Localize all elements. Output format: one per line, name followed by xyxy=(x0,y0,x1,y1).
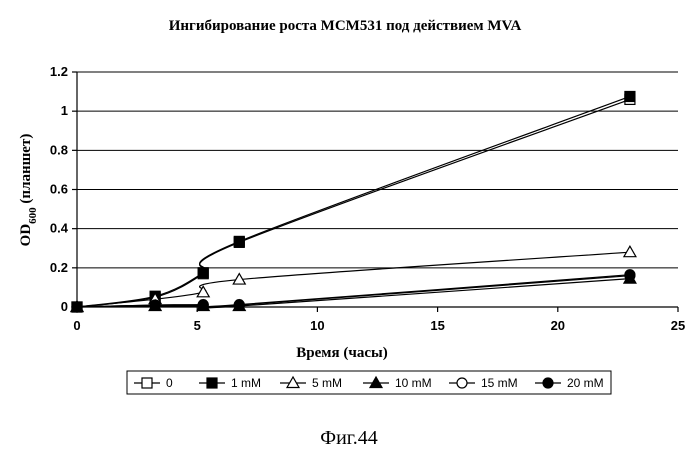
legend-marker-3 xyxy=(368,375,384,389)
point-s1-4 xyxy=(624,90,636,103)
legend: 0 1 mM 5 mM 10 mM 15 mM 20 mM xyxy=(134,375,604,390)
x-tick-label-5: 25 xyxy=(671,318,685,333)
legend-label-5: 20 mM xyxy=(567,376,604,390)
series-lines xyxy=(76,95,631,309)
legend-label-1: 1 mM xyxy=(231,376,261,390)
legend-label-3: 10 mM xyxy=(395,376,432,390)
y-axis-label-subscript: 600 xyxy=(27,207,39,224)
series-line-0 xyxy=(76,98,631,308)
legend-marker-5 xyxy=(542,377,554,389)
x-tick-label-1: 5 xyxy=(194,318,201,333)
point-s2-3 xyxy=(232,272,247,285)
y-tick-labels: 0 0.2 0.4 0.6 0.8 1 1.2 xyxy=(50,64,77,314)
gridlines xyxy=(77,71,678,269)
y-tick-label-6: 1.2 xyxy=(50,64,68,79)
x-tick-labels: 0 5 10 15 20 25 xyxy=(73,307,685,333)
legend-label-4: 15 mM xyxy=(481,376,518,390)
legend-label-0: 0 xyxy=(166,376,173,390)
figure-caption: Фиг.44 xyxy=(320,427,377,449)
x-tick-label-3: 15 xyxy=(430,318,444,333)
y-tick-label-5: 1 xyxy=(61,103,68,118)
data-points xyxy=(69,90,637,313)
point-s5-4 xyxy=(624,269,636,281)
legend-marker-2 xyxy=(285,375,301,389)
y-axis-label: OD600 (планшет) xyxy=(18,134,39,247)
point-s1-3 xyxy=(233,235,245,247)
y-tick-label-1: 0.2 xyxy=(50,260,68,275)
y-tick-label-3: 0.6 xyxy=(50,182,68,197)
legend-marker-4 xyxy=(456,377,468,389)
point-s2-2 xyxy=(196,285,211,298)
x-tick-label-0: 0 xyxy=(73,318,80,333)
legend-box xyxy=(126,370,612,395)
point-s5-1 xyxy=(149,299,161,311)
legend-marker-1 xyxy=(206,377,218,389)
x-tick-label-4: 20 xyxy=(551,318,565,333)
point-s5-2 xyxy=(197,299,209,311)
y-tick-label-0: 0 xyxy=(61,299,68,314)
series-line-1 xyxy=(76,95,631,308)
point-s1-2 xyxy=(197,267,209,279)
point-s2-4 xyxy=(622,244,637,258)
point-s5-3 xyxy=(233,299,245,311)
x-tick-label-2: 10 xyxy=(310,318,324,333)
legend-label-2: 5 mM xyxy=(312,376,342,390)
x-axis-label: Время (часы) xyxy=(296,345,387,361)
chart-title: Ингибирование роста MCM531 под действием… xyxy=(169,18,522,34)
legend-marker-0 xyxy=(141,377,153,389)
y-tick-label-4: 0.8 xyxy=(50,142,68,157)
y-axis-label-main: OD xyxy=(18,224,34,247)
y-axis-label-rest: (планшет) xyxy=(18,134,34,208)
y-tick-label-2: 0.4 xyxy=(50,221,69,236)
point-s5-0 xyxy=(71,301,83,313)
